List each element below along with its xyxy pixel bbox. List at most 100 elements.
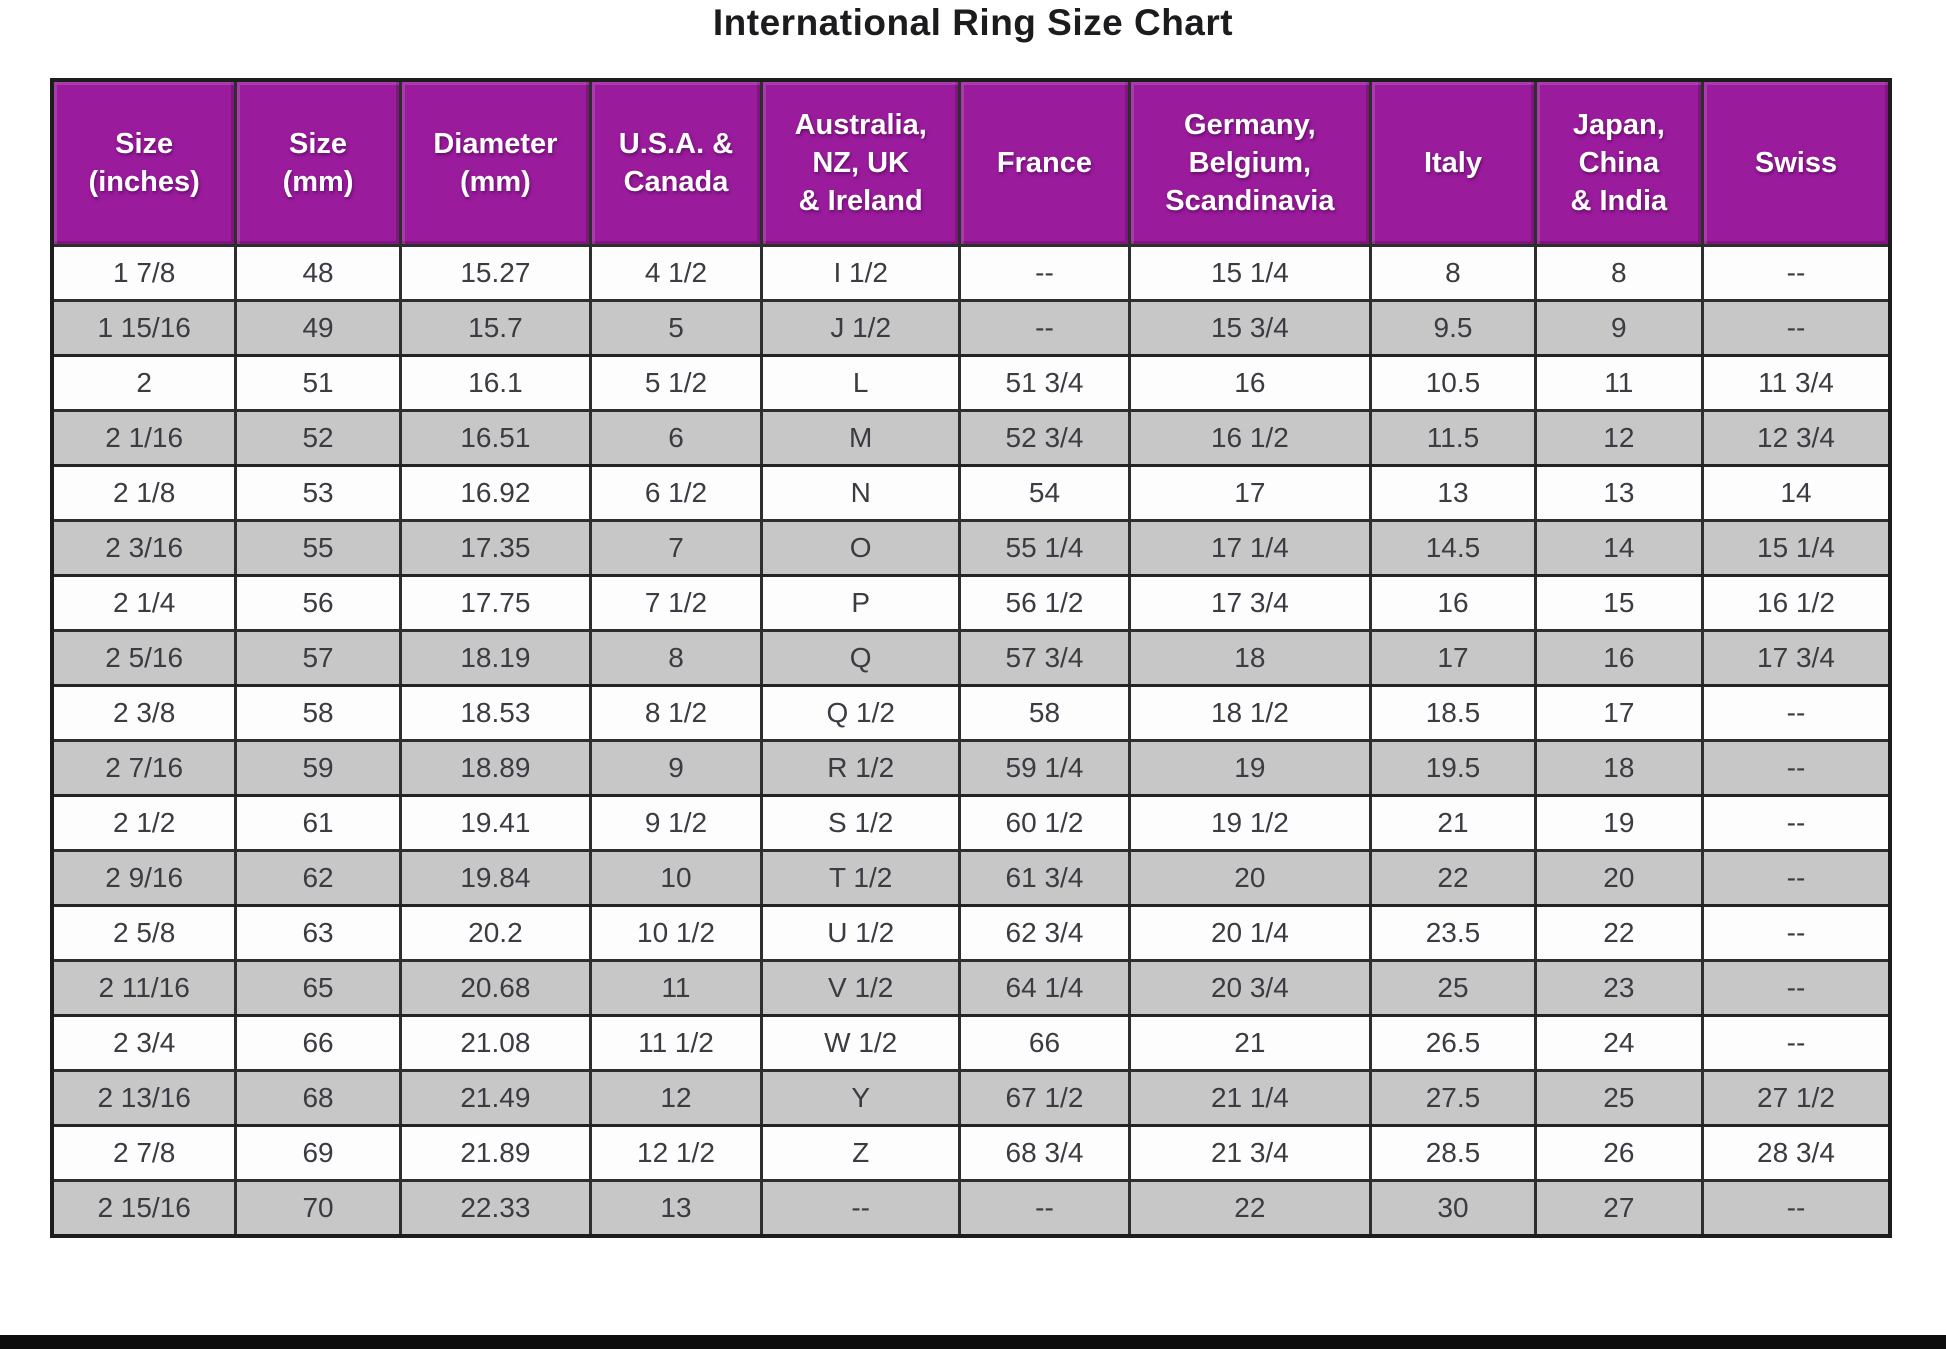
table-cell: 21 1/4 [1127, 1069, 1373, 1127]
table-cell: 6 [589, 409, 763, 467]
column-header: Size (inches) [50, 78, 238, 247]
table-cell: 24 [1533, 1014, 1704, 1072]
table-cell: 56 1/2 [958, 574, 1131, 632]
footer-bar [0, 1335, 1946, 1349]
table-cell: J 1/2 [759, 299, 962, 357]
table-cell: 8 [1533, 244, 1704, 302]
table-cell: 19 [1127, 739, 1373, 797]
table-cell: 28.5 [1369, 1124, 1537, 1182]
table-cell: 48 [234, 244, 402, 302]
table-row: 2 11/16 65 20.68 11 V 1/2 64 1/4 20 3/4 25 23 -- [50, 959, 1892, 1017]
table-row: 2 5/8 63 20.2 10 1/2 U 1/2 62 3/4 20 1/4 23.5 22… [50, 904, 1892, 962]
table-cell: N [759, 464, 962, 522]
table-cell: 2 3/4 [50, 1014, 238, 1072]
table-cell: 19.84 [398, 849, 593, 907]
table-row: 2 5/16 57 18.19 8 Q 57 3/4 18 17 16 17 3/4 [50, 629, 1892, 687]
column-header: Swiss [1700, 78, 1892, 247]
table-row: 1 7/8 48 15.27 4 1/2 I 1/2 -- 15 1/4 8 8 -- [50, 244, 1892, 302]
table-cell: 59 [234, 739, 402, 797]
table-cell: 9 [589, 739, 763, 797]
table-cell: 56 [234, 574, 402, 632]
table-cell: 61 [234, 794, 402, 852]
table-cell: 10.5 [1369, 354, 1537, 412]
table-cell: O [759, 519, 962, 577]
table-cell: 9 [1533, 299, 1704, 357]
table-cell: 12 3/4 [1700, 409, 1892, 467]
table-cell: 51 3/4 [958, 354, 1131, 412]
table-cell: 27.5 [1369, 1069, 1537, 1127]
table-cell: 19 [1533, 794, 1704, 852]
table-cell: 7 1/2 [589, 574, 763, 632]
table-cell: 2 [50, 354, 238, 412]
table-cell: 67 1/2 [958, 1069, 1131, 1127]
table-cell: -- [1700, 794, 1892, 852]
table-cell: 15 1/4 [1700, 519, 1892, 577]
table-cell: -- [1700, 684, 1892, 742]
table-header: Size (inches) Size (mm) Diameter (mm) U.S.A. &… [50, 78, 1892, 247]
table-cell: 22 [1127, 1179, 1373, 1238]
table-cell: 66 [234, 1014, 402, 1072]
table-row: 2 3/16 55 17.35 7 O 55 1/4 17 1/4 14.5 14 15 1/4 [50, 519, 1892, 577]
table-cell: 17.75 [398, 574, 593, 632]
table-cell: 59 1/4 [958, 739, 1131, 797]
table-cell: 1 7/8 [50, 244, 238, 302]
table-cell: 13 [1369, 464, 1537, 522]
table-cell: 54 [958, 464, 1131, 522]
table-cell: 11 1/2 [589, 1014, 763, 1072]
table-cell: 14 [1533, 519, 1704, 577]
table-cell: 2 1/4 [50, 574, 238, 632]
table-cell: 23.5 [1369, 904, 1537, 962]
table-cell: 18.53 [398, 684, 593, 742]
table-cell: 17 [1127, 464, 1373, 522]
table-cell: -- [1700, 299, 1892, 357]
table-cell: 5 1/2 [589, 354, 763, 412]
table-cell: 65 [234, 959, 402, 1017]
table-cell: 13 [589, 1179, 763, 1238]
table-row: 2 15/16 70 22.33 13 -- -- 22 30 27 -- [50, 1179, 1892, 1238]
table-cell: 22 [1369, 849, 1537, 907]
table-row: 2 1/8 53 16.92 6 1/2 N 54 17 13 13 14 [50, 464, 1892, 522]
table-cell: 2 11/16 [50, 959, 238, 1017]
table-cell: 17 3/4 [1127, 574, 1373, 632]
table-cell: 17 [1533, 684, 1704, 742]
table-cell: -- [958, 1179, 1131, 1238]
table-cell: 49 [234, 299, 402, 357]
table-cell: Q [759, 629, 962, 687]
table-cell: 20 1/4 [1127, 904, 1373, 962]
column-header: Size (mm) [234, 78, 402, 247]
header-row: Size (inches) Size (mm) Diameter (mm) U.S.A. &… [50, 78, 1892, 247]
column-header: Germany, Belgium, Scandinavia [1127, 78, 1373, 247]
table-cell: 2 1/8 [50, 464, 238, 522]
table-cell: 15 3/4 [1127, 299, 1373, 357]
table-row: 2 1/16 52 16.51 6 M 52 3/4 16 1/2 11.5 12 12 3/4 [50, 409, 1892, 467]
table-cell: 57 [234, 629, 402, 687]
table-cell: 21.49 [398, 1069, 593, 1127]
table-cell: T 1/2 [759, 849, 962, 907]
table-cell: 8 [589, 629, 763, 687]
table-cell: 20 [1533, 849, 1704, 907]
table-cell: 7 [589, 519, 763, 577]
table-cell: 16 [1369, 574, 1537, 632]
table-cell: 17 1/4 [1127, 519, 1373, 577]
table-cell: -- [1700, 244, 1892, 302]
table-cell: 8 [1369, 244, 1537, 302]
table-cell: 25 [1533, 1069, 1704, 1127]
table-cell: 2 5/16 [50, 629, 238, 687]
table-cell: -- [1700, 904, 1892, 962]
column-header: Australia, NZ, UK & Ireland [759, 78, 962, 247]
column-header: U.S.A. & Canada [589, 78, 763, 247]
table-cell: 2 7/8 [50, 1124, 238, 1182]
table-cell: 20.2 [398, 904, 593, 962]
table-cell: V 1/2 [759, 959, 962, 1017]
table-cell: 18.19 [398, 629, 593, 687]
table-cell: 21.89 [398, 1124, 593, 1182]
page-title: International Ring Size Chart [712, 2, 1234, 43]
table-cell: 11.5 [1369, 409, 1537, 467]
table-cell: 18.5 [1369, 684, 1537, 742]
table-row: 2 7/8 69 21.89 12 1/2 Z 68 3/4 21 3/4 28.5 26 28 … [50, 1124, 1892, 1182]
table-cell: -- [958, 244, 1131, 302]
table-cell: M [759, 409, 962, 467]
table-cell: 27 [1533, 1179, 1704, 1238]
table-cell: 2 9/16 [50, 849, 238, 907]
